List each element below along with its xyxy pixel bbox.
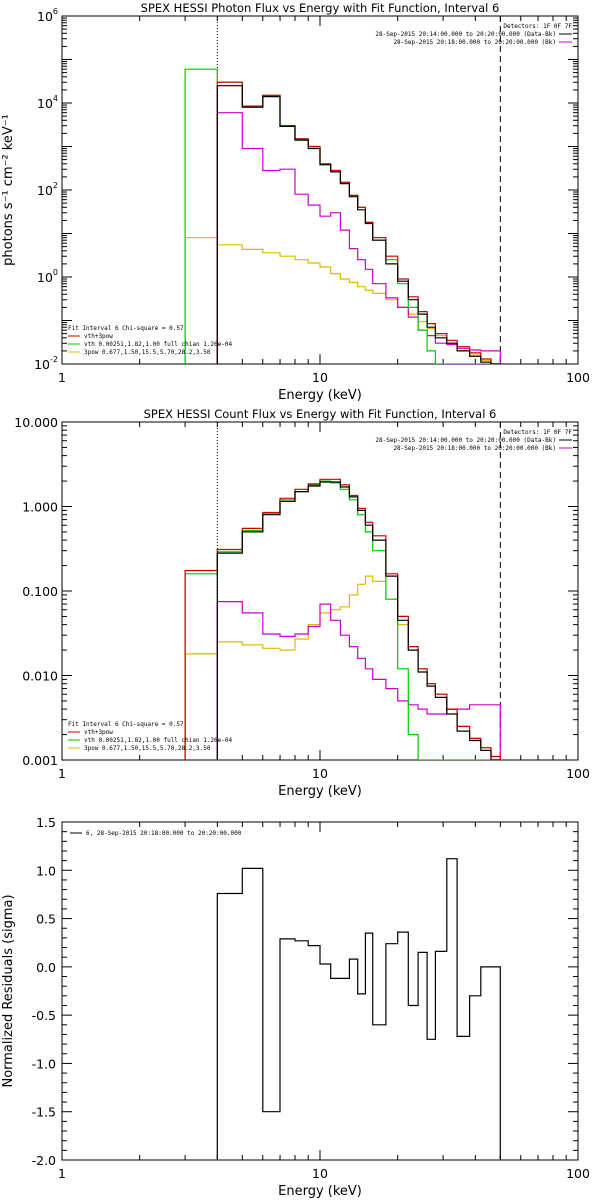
series-vth-line xyxy=(184,68,501,364)
y-tick-label: -2.0 xyxy=(32,1153,56,1168)
series-total-line xyxy=(216,858,501,1160)
panel-1: SPEX HESSI Photon Flux vs Energy with Fi… xyxy=(1,1,590,403)
fit-legend-header: Fit Interval 6 Chi-square = 0.57 xyxy=(68,721,184,728)
fit-legend-line: 3pow 0.677,1.50,15.5,5.70,28.2,3.50 xyxy=(84,349,211,356)
series-vth-line xyxy=(184,480,501,760)
series-group xyxy=(184,68,501,364)
y-tick-label: 1.0 xyxy=(36,863,56,878)
y-tick-label: 102 xyxy=(37,181,58,198)
series-3pow-line xyxy=(184,575,501,760)
residual-legend-label: 6, 28-Sep-2015 20:18:00.000 to 20:20:00.… xyxy=(86,830,242,837)
panel-3: 1 10 100 Energy (keV) 1.5 1.0 0.5 0.0 -0.5 -1.0 -1… xyxy=(1,815,590,1199)
series-group xyxy=(184,478,501,760)
series-total-line xyxy=(216,85,501,364)
series-pow-line xyxy=(216,112,501,364)
y-tick-label: 10-2 xyxy=(34,355,58,372)
fit-legend-line: vth 0.00251,1.82,1.00 full chian 1.26e-0… xyxy=(84,737,232,744)
legend-header-line: 28-Sep-2015 20:14:00.000 to 20:20:00.000… xyxy=(375,31,556,38)
fit-legend-line: vth 0.00251,1.82,1.00 full chian 1.26e-0… xyxy=(84,341,232,348)
legend-header-line: 28-Sep-2015 20:14:00.000 to 20:20:00.000… xyxy=(375,437,556,444)
series-vth-3pow-line xyxy=(216,81,501,364)
y-tick-label: 0.010 xyxy=(22,669,58,684)
y-tick-label: 0.0 xyxy=(36,960,56,975)
fit-legend-line: vth+3pow xyxy=(84,729,113,736)
y-tick-label: -0.5 xyxy=(32,1008,56,1023)
y-tick-label: 0.5 xyxy=(36,912,56,927)
chart-title: SPEX HESSI Photon Flux vs Energy with Fi… xyxy=(141,1,500,15)
panel-2: SPEX HESSI Count Flux vs Energy with Fit… xyxy=(14,407,590,799)
series-group xyxy=(216,858,501,1160)
fit-legend-line: vth+3pow xyxy=(84,333,113,340)
x-tick-label: 100 xyxy=(566,766,590,781)
series-vth-3pow-line xyxy=(184,478,501,760)
series-pow-line xyxy=(216,601,501,760)
x-tick-label: 100 xyxy=(566,1166,590,1181)
y-tick-label: 0.100 xyxy=(22,584,58,599)
x-axis-label: Energy (keV) xyxy=(278,784,362,799)
fit-legend-header: Fit Interval 6 Chi-square = 0.57 xyxy=(68,325,184,332)
legend-header-line: 28-Sep-2015 20:18:00.000 to 20:20:00.000… xyxy=(393,39,556,46)
x-tick-label: 100 xyxy=(566,370,590,385)
y-tick-label: 0.001 xyxy=(22,753,58,768)
series-total-line xyxy=(216,481,501,760)
x-tick-label: 1 xyxy=(58,766,66,781)
x-axis-label: Energy (keV) xyxy=(278,1184,362,1199)
legend-header-line: Detectors: 1F 0F 7F xyxy=(503,429,572,436)
x-tick-label: 10 xyxy=(312,1166,328,1181)
fit-legend-line: 3pow 0.677,1.50,15.5,5.70,28.2,3.50 xyxy=(84,745,211,752)
fit-legend: Fit Interval 6 Chi-square = 0.57vth+3pow… xyxy=(68,325,232,356)
y-tick-label: 100 xyxy=(37,268,58,285)
legend-header-line: Detectors: 1F 0F 7F xyxy=(503,23,572,30)
chart-title: SPEX HESSI Count Flux vs Energy with Fit… xyxy=(144,407,497,421)
y-tick-label: 10.000 xyxy=(14,415,58,430)
y-axis-label: photons s⁻¹ cm⁻² keV⁻¹ xyxy=(1,114,16,266)
y-tick-label: 1.5 xyxy=(36,815,56,830)
x-tick-label: 1 xyxy=(58,1166,66,1181)
y-tick-label: 104 xyxy=(37,94,58,111)
x-tick-label: 10 xyxy=(312,370,328,385)
y-tick-label: 106 xyxy=(37,7,58,24)
y-tick-label: 1.000 xyxy=(22,500,58,515)
legend-header-line: 28-Sep-2015 20:18:00.000 to 20:20:00.000… xyxy=(393,445,556,452)
y-tick-label: -1.5 xyxy=(32,1105,56,1120)
y-axis-label: Normalized Residuals (sigma) xyxy=(1,894,16,1087)
fit-legend: Fit Interval 6 Chi-square = 0.57vth+3pow… xyxy=(68,721,232,752)
y-tick-label: -1.0 xyxy=(32,1056,56,1071)
x-tick-label: 10 xyxy=(312,766,328,781)
residual-legend: 6, 28-Sep-2015 20:18:00.000 to 20:20:00.… xyxy=(70,830,242,837)
x-tick-label: 1 xyxy=(58,370,66,385)
x-axis-label: Energy (keV) xyxy=(278,388,362,403)
